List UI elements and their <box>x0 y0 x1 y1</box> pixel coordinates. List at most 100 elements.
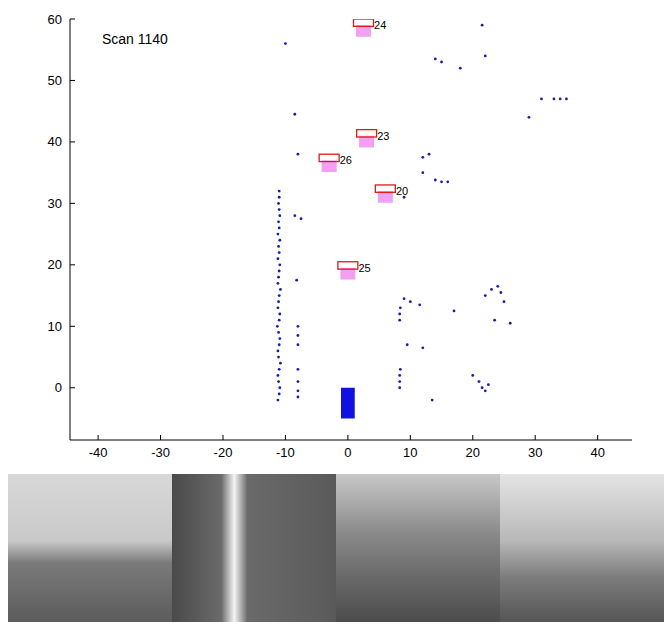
scan-point <box>453 310 456 313</box>
scan-point <box>300 217 303 220</box>
scan-point <box>499 291 502 294</box>
track-label: 26 <box>340 154 352 166</box>
x-tick <box>160 435 161 440</box>
camera-right <box>500 474 664 622</box>
scan-point <box>434 179 437 182</box>
y-tick-label: 20 <box>48 257 62 272</box>
scan-point <box>278 270 281 273</box>
x-tick <box>410 435 411 440</box>
scan-point <box>484 294 487 297</box>
scan-point <box>297 368 300 371</box>
track-label: 20 <box>396 185 408 197</box>
x-tick-label: 40 <box>590 445 604 460</box>
scan-point <box>277 399 280 402</box>
track-label: 25 <box>358 262 370 274</box>
scan-point <box>398 374 401 377</box>
x-tick <box>222 435 223 440</box>
track-box <box>353 19 373 26</box>
y-tick-label: 40 <box>48 134 62 149</box>
scan-point <box>277 276 280 279</box>
x-tick <box>98 435 99 440</box>
plot-area <box>276 19 568 418</box>
scan-point <box>403 297 406 300</box>
x-tick-label: 0 <box>344 445 351 460</box>
x-tick <box>597 435 598 440</box>
scan-annotation: Scan 1140 <box>102 31 168 47</box>
x-tick-label: 10 <box>403 445 417 460</box>
y-tick <box>70 326 75 327</box>
scan-point <box>278 319 281 322</box>
track-box <box>338 262 358 269</box>
y-tick-label: 50 <box>48 73 62 88</box>
scan-point <box>431 399 434 402</box>
scan-point <box>553 97 556 100</box>
track-box <box>319 154 339 161</box>
scan-point <box>478 380 481 383</box>
camera-center <box>172 474 336 622</box>
scan-point <box>484 389 487 392</box>
scan-point <box>418 303 421 306</box>
track-box <box>357 130 377 137</box>
y-tick <box>70 19 75 20</box>
y-tick <box>70 141 75 142</box>
scan-point <box>297 380 300 383</box>
scan-point <box>276 325 279 328</box>
scan-point <box>278 386 281 389</box>
y-tick-label: 10 <box>48 319 62 334</box>
x-tick-label: -20 <box>214 445 233 460</box>
y-tick-label: 30 <box>48 196 62 211</box>
scan-point <box>399 306 402 309</box>
scan-point <box>278 343 281 346</box>
scan-point <box>278 208 281 211</box>
scan-point <box>278 239 281 242</box>
scan-point <box>398 386 401 389</box>
scan-point <box>421 171 424 174</box>
x-tick-label: -30 <box>151 445 170 460</box>
scan-point <box>398 313 401 316</box>
scan-point <box>277 220 280 223</box>
scan-point <box>293 113 296 116</box>
scan-point <box>481 386 484 389</box>
x-axis <box>70 440 632 441</box>
y-tick <box>70 203 75 204</box>
scan-point <box>277 331 280 334</box>
scan-point <box>409 300 412 303</box>
scan-point <box>297 389 300 392</box>
camera-left <box>8 474 172 622</box>
scan-point <box>279 362 282 365</box>
scan-point <box>398 380 401 383</box>
scan-point <box>278 294 281 297</box>
scan-point <box>284 42 287 45</box>
track-label: 23 <box>377 130 389 142</box>
scan-point <box>459 67 462 70</box>
scan-point <box>399 368 402 371</box>
scan-point <box>297 334 300 337</box>
y-tick-label: 60 <box>48 12 62 27</box>
scan-point <box>481 24 484 27</box>
scan-point <box>559 97 562 100</box>
scan-point <box>293 214 296 217</box>
scan-point <box>278 227 281 230</box>
scan-point <box>278 368 281 371</box>
scan-point <box>540 97 543 100</box>
scan-point <box>277 380 280 383</box>
camera-panorama <box>8 474 664 622</box>
scan-point <box>278 393 281 396</box>
scan-point <box>278 251 281 254</box>
scan-point <box>421 156 424 159</box>
scan-point <box>297 153 300 156</box>
scan-point <box>277 300 280 303</box>
scan-point <box>440 180 443 183</box>
scan-point <box>278 190 281 193</box>
scan-point <box>565 97 568 100</box>
scan-point <box>487 383 490 386</box>
track-box <box>375 185 395 192</box>
scan-point <box>493 319 496 322</box>
y-axis <box>70 19 71 440</box>
scan-point <box>297 343 300 346</box>
scan-point <box>297 325 300 328</box>
scan-point <box>279 288 282 291</box>
camera-right-center <box>336 474 500 622</box>
scan-point <box>277 245 280 248</box>
chart: -40-30-20-100102030400102030405060242326… <box>0 0 672 474</box>
